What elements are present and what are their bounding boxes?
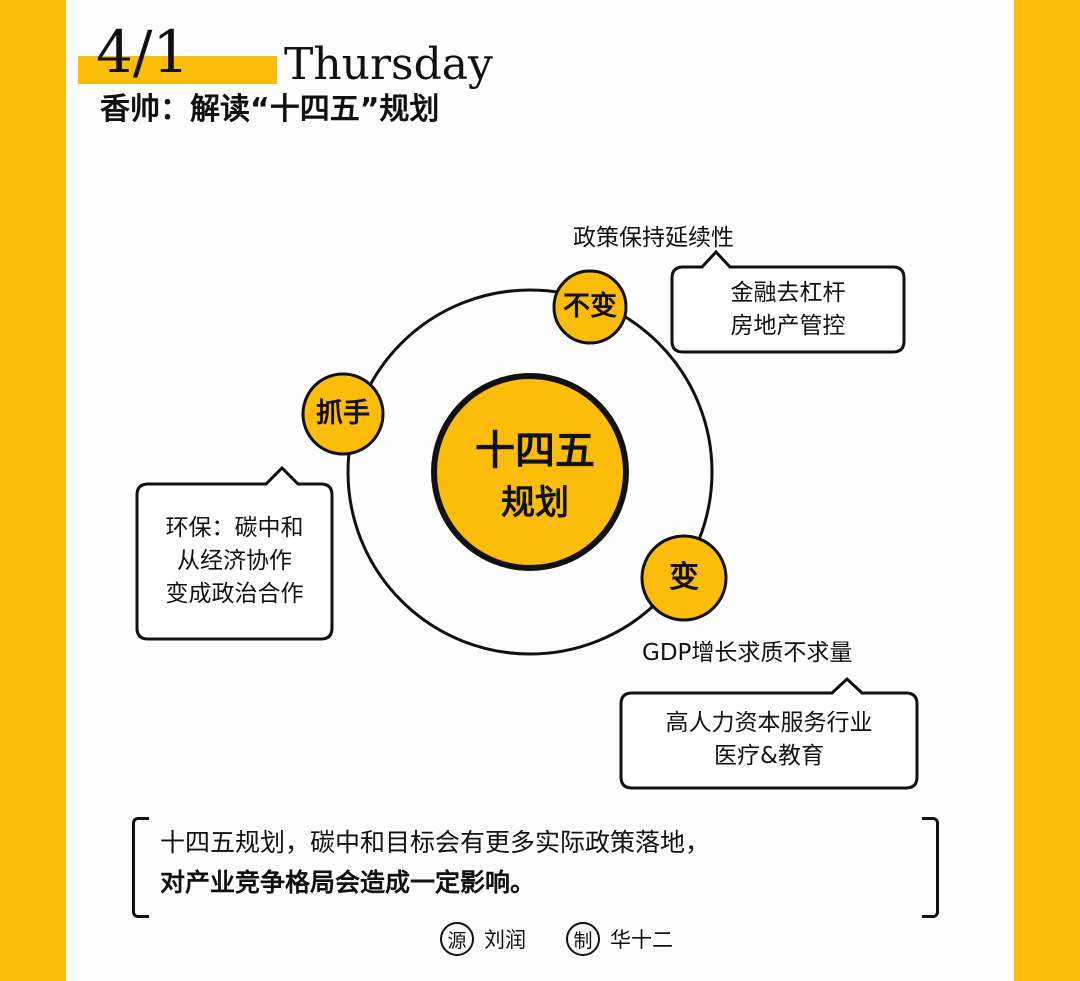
producer-name: 华十二: [610, 928, 673, 952]
caption-change: GDP增长求质不求量: [642, 640, 853, 666]
node-label-change: 变: [669, 560, 699, 595]
box-text-change: 高人力资本服务行业 医疗&教育: [621, 707, 917, 773]
weekday-label: Thursday: [284, 39, 493, 90]
callout-box-unchanged: [670, 249, 906, 354]
orbit-ring: [346, 288, 714, 656]
credit-producer: 制 华十二: [566, 920, 673, 958]
node-label-focus: 抓手: [316, 398, 370, 429]
summary-bracket-left: [132, 817, 149, 918]
box-line: 变成政治合作: [165, 581, 304, 607]
node-circle-focus: [301, 372, 385, 456]
right-accent-border: [1014, 0, 1080, 981]
caption-unchanged: 政策保持延续性: [573, 225, 734, 251]
node-circle-change: [640, 534, 728, 622]
source-badge: 源: [440, 922, 474, 956]
left-accent-border: [0, 0, 66, 981]
center-label-line2: 规划: [501, 483, 569, 523]
summary-line-1: 十四五规划，碳中和目标会有更多实际政策落地，: [160, 828, 711, 857]
center-label: 十四五 规划: [440, 425, 630, 529]
box-line: 房地产管控: [730, 313, 846, 339]
producer-badge: 制: [566, 922, 600, 956]
node-circle-unchanged: [552, 269, 628, 345]
page-subtitle: 香帅：解读“十四五”规划: [100, 92, 440, 127]
center-label-line1: 十四五: [475, 428, 595, 474]
source-name: 刘润: [484, 928, 526, 952]
box-line: 医疗&教育: [714, 743, 824, 769]
date-label: 4/1: [96, 18, 190, 86]
box-line: 金融去杠杆: [730, 280, 846, 306]
box-text-unchanged: 金融去杠杆 房地产管控: [672, 277, 904, 343]
box-text-focus: 环保：碳中和 从经济协作 变成政治合作: [137, 512, 332, 611]
date-highlight-bar: [78, 56, 277, 84]
box-line: 高人力资本服务行业: [665, 710, 873, 736]
center-circle: [431, 373, 629, 571]
node-label-unchanged: 不变: [563, 291, 617, 322]
callout-box-change: [619, 676, 919, 790]
callout-box-focus: [135, 465, 334, 641]
credit-source: 源 刘润: [440, 920, 526, 958]
summary-bracket-right: [922, 817, 939, 918]
summary-line-2: 对产业竞争格局会造成一定影响。: [160, 868, 536, 897]
box-line: 从经济协作: [177, 548, 292, 574]
box-line: 环保：碳中和: [165, 515, 304, 541]
